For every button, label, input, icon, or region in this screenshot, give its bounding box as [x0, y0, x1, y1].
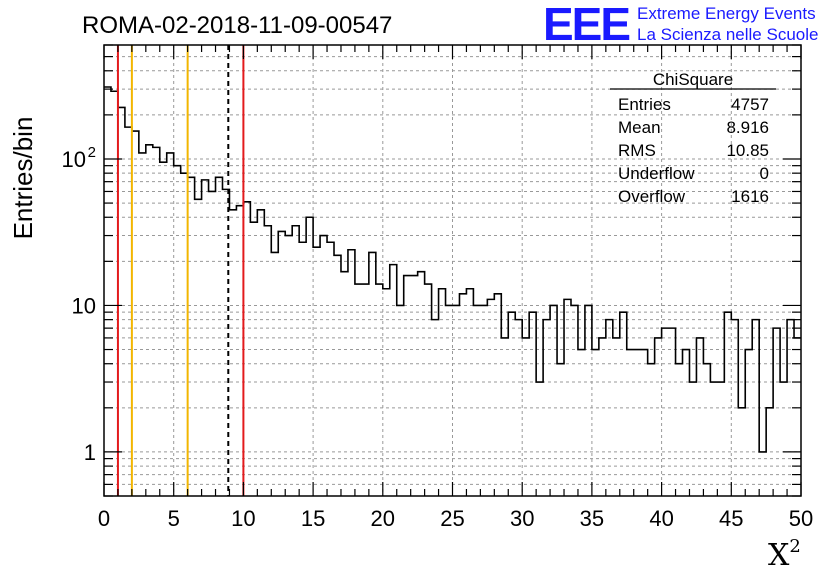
- x-tick-label: 35: [580, 506, 604, 531]
- x-tick-label: 0: [98, 506, 110, 531]
- logo-line-2: La Scienza nelle Scuole: [637, 25, 818, 44]
- y-tick-label: 1: [84, 440, 96, 465]
- x-tick-label: 10: [231, 506, 255, 531]
- marker-lines: [116, 45, 245, 496]
- stats-row-value: 0: [760, 164, 769, 183]
- x-tick-label: 15: [301, 506, 325, 531]
- y-tick-label: 10: [72, 293, 96, 318]
- eee-logo-mark: EEE: [543, 0, 629, 50]
- x-tick-label: 25: [440, 506, 464, 531]
- x-tick-label: 20: [371, 506, 395, 531]
- x-tick-label: 30: [510, 506, 534, 531]
- x-tick-label: 40: [649, 506, 673, 531]
- run-title: ROMA-02-2018-11-09-00547: [82, 12, 392, 39]
- y-tick-label: 10: [62, 147, 86, 172]
- logo-line-1: Extreme Energy Events: [637, 4, 816, 23]
- stats-row-label: Underflow: [618, 164, 695, 183]
- stats-row-value: 1616: [731, 187, 769, 206]
- x-tick-label: 45: [719, 506, 743, 531]
- y-tick-exponent: 2: [88, 144, 96, 161]
- x-tick-label: 50: [789, 506, 813, 531]
- stats-row-value: 8.916: [726, 118, 769, 137]
- histogram: [104, 86, 801, 453]
- stats-row-label: RMS: [618, 141, 656, 160]
- grid-lines: [103, 44, 802, 497]
- stats-title: ChiSquare: [653, 70, 733, 89]
- stats-box: ChiSquare Entries 4757 Mean 8.916 RMS 10.85 Un…: [610, 70, 776, 206]
- stats-row-label: Overflow: [618, 187, 686, 206]
- stats-row-value: 10.85: [726, 141, 769, 160]
- y-axis-label: Entries/bin: [8, 117, 38, 240]
- x-axis-label: X2: [768, 536, 801, 572]
- histogram-outline: [104, 86, 801, 453]
- stats-row-label: Entries: [618, 95, 671, 114]
- axis-ticks: [103, 44, 802, 497]
- stats-row-label: Mean: [618, 118, 661, 137]
- stats-row-value: 4757: [731, 95, 769, 114]
- x-tick-label: 5: [168, 506, 180, 531]
